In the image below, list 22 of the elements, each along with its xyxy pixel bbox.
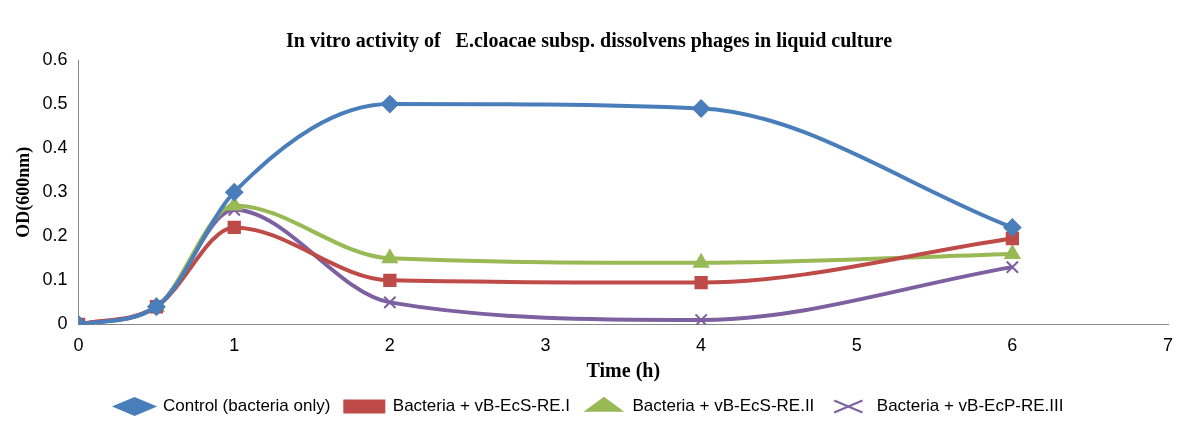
x-tick-label: 3 bbox=[540, 335, 551, 356]
legend-label: Bacteria + vB-EcS-RE.I bbox=[392, 396, 570, 416]
y-tick-label: 0.4 bbox=[42, 137, 68, 158]
x-tick-label: 5 bbox=[851, 335, 862, 356]
y-tick-label: 0.1 bbox=[42, 269, 68, 290]
x-tick-label: 1 bbox=[229, 335, 240, 356]
x-axis-title: Time (h) bbox=[586, 359, 661, 383]
y-tick-label: 0.5 bbox=[42, 93, 68, 114]
legend-label: Control (bacteria only) bbox=[163, 396, 331, 416]
y-axis-title: OD(600nm) bbox=[13, 146, 35, 238]
y-tick-label: 0 bbox=[57, 313, 68, 334]
y-tick-label: 0.2 bbox=[42, 225, 68, 246]
x-tick-label: 2 bbox=[384, 335, 395, 356]
x-tick-label: 0 bbox=[73, 335, 84, 356]
chart-title: In vitro activity of E.cloacae subsp. dissolvens phages in liquid culture bbox=[285, 29, 893, 53]
x-tick-label: 6 bbox=[1007, 335, 1018, 356]
x-tick-label: 4 bbox=[696, 335, 707, 356]
x-tick-label: 7 bbox=[1162, 335, 1174, 356]
legend-label: Bacteria + vB-EcP-RE.III bbox=[876, 396, 1064, 416]
legend-label: Bacteria + vB-EcS-RE.II bbox=[632, 396, 815, 416]
y-tick-label: 0.3 bbox=[42, 181, 68, 202]
y-tick-label: 0.6 bbox=[42, 48, 68, 69]
